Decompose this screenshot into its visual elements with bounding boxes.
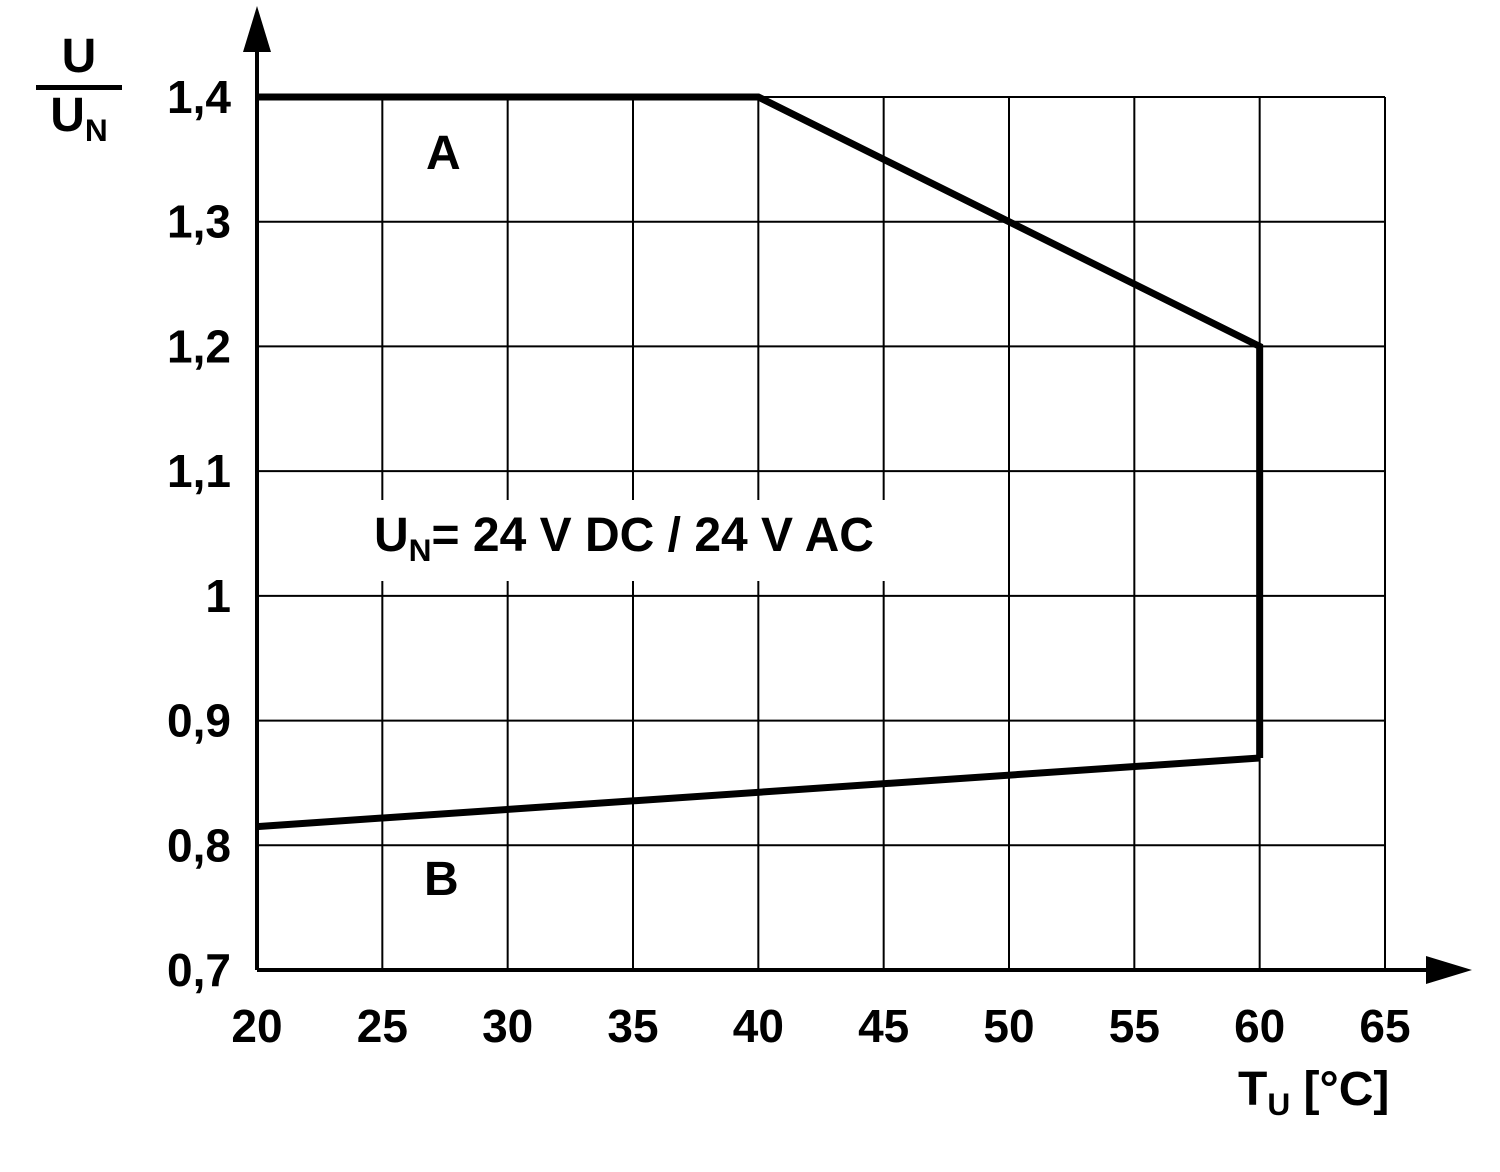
fraction-line xyxy=(36,85,122,91)
x-axis-label: TU [°C] xyxy=(1238,1062,1389,1123)
y-axis-denominator-sub: N xyxy=(84,112,108,149)
curve-label-a: A xyxy=(426,127,461,180)
curve-label-b: B xyxy=(424,853,459,906)
y-axis-label: U UN xyxy=(36,30,122,148)
x-tick-label: 35 xyxy=(607,1000,658,1052)
x-axis-label-unit: [°C] xyxy=(1290,1063,1390,1116)
y-tick-label: 1,3 xyxy=(167,196,231,248)
y-axis-arrow-icon xyxy=(243,6,271,52)
y-axis-label-numerator: U xyxy=(61,30,97,83)
x-axis-label-base: T xyxy=(1238,1063,1268,1116)
y-tick-label: 0,9 xyxy=(167,695,231,747)
formula-text: = 24 V DC / 24 V AC xyxy=(431,509,874,562)
x-tick-label: 30 xyxy=(482,1000,533,1052)
x-tick-label: 50 xyxy=(983,1000,1034,1052)
y-tick-label: 0,8 xyxy=(167,819,231,871)
x-tick-label: 20 xyxy=(231,1000,282,1052)
x-tick-label: 65 xyxy=(1359,1000,1410,1052)
curve-b xyxy=(256,754,1260,831)
x-axis-label-sub: U xyxy=(1267,1086,1291,1123)
formula-sub: N xyxy=(408,532,432,569)
x-tick-label: 25 xyxy=(357,1000,408,1052)
y-tick-label: 1 xyxy=(205,570,231,622)
x-axis-arrow-icon xyxy=(1426,956,1472,984)
y-tick-label: 0,7 xyxy=(167,944,231,996)
y-axis-denominator-base: U xyxy=(50,89,85,143)
y-tick-label: 1,4 xyxy=(167,71,231,123)
y-axis-label-denominator: UN xyxy=(36,91,122,147)
y-tick-label: 1,1 xyxy=(167,445,231,497)
x-tick-label: 45 xyxy=(858,1000,909,1052)
y-tick-label: 1,2 xyxy=(167,320,231,372)
x-tick-label: 40 xyxy=(733,1000,784,1052)
x-tick-label: 60 xyxy=(1234,1000,1285,1052)
formula-base: U xyxy=(374,509,409,562)
x-tick-label: 55 xyxy=(1109,1000,1160,1052)
curve-a xyxy=(257,93,1264,758)
annotation-formula: UN= 24 V DC / 24 V AC xyxy=(352,500,896,582)
